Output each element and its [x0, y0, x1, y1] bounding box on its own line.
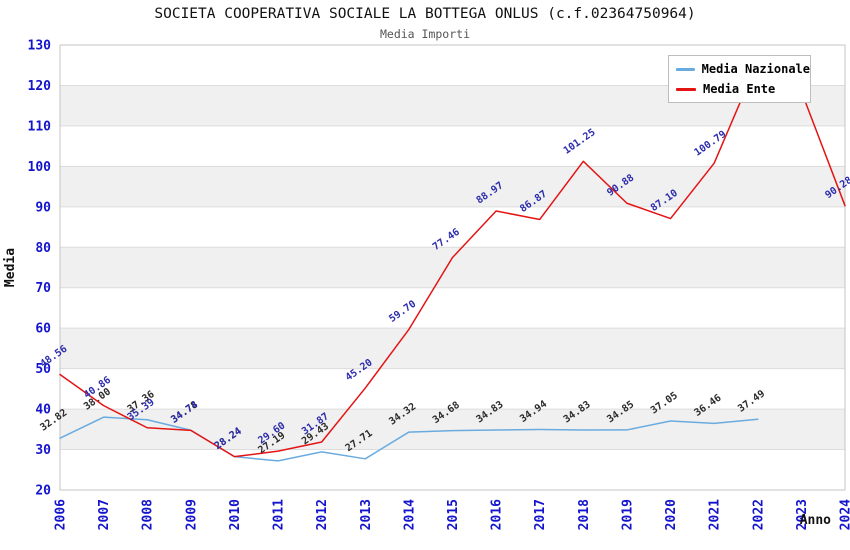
- y-tick-label: 120: [28, 79, 52, 94]
- chart-legend: Media Nazionale Media Ente: [668, 55, 811, 103]
- plot-band: [60, 328, 845, 369]
- x-tick-label: 2015: [446, 499, 461, 530]
- x-tick-label: 2016: [490, 499, 505, 530]
- y-tick-label: 40: [35, 403, 51, 418]
- x-tick-label: 2022: [751, 499, 766, 530]
- y-tick-label: 30: [35, 443, 51, 458]
- x-axis-title: Anno: [800, 513, 831, 528]
- y-tick-label: 130: [28, 39, 52, 54]
- media-nazionale-line: [59, 416, 759, 462]
- legend-item-media-nazionale: Media Nazionale: [676, 60, 810, 78]
- x-tick-label: 2018: [577, 499, 592, 530]
- media-ente-line-swatch: [676, 87, 696, 91]
- legend-label-media-ente: Media Ente: [703, 82, 776, 96]
- media-ente-line: [59, 60, 846, 458]
- y-tick-label: 70: [35, 281, 51, 296]
- plot-frame: [59, 44, 846, 491]
- plot-band: [60, 409, 845, 450]
- x-tick-label: 2017: [533, 499, 548, 530]
- x-tick-label: 2007: [97, 499, 112, 530]
- x-tick-label: 2014: [402, 499, 417, 530]
- x-tick-label: 2008: [141, 499, 156, 530]
- x-tick-label: 2023: [795, 499, 810, 530]
- x-tick-label: 2019: [620, 499, 635, 530]
- x-tick-label: 2024: [839, 499, 850, 530]
- plot-band: [60, 166, 845, 207]
- y-tick-label: 80: [35, 241, 51, 256]
- x-tick-label: 2021: [708, 499, 723, 530]
- y-tick-label: 110: [28, 119, 52, 134]
- y-tick-label: 20: [35, 484, 51, 499]
- x-tick-label: 2011: [272, 499, 287, 530]
- y-tick-label: 50: [35, 362, 51, 377]
- x-tick-label: 2012: [315, 499, 330, 530]
- chart-subtitle: Media Importi: [379, 27, 470, 41]
- chart-title: SOCIETA COOPERATIVA SOCIALE LA BOTTEGA O…: [154, 6, 696, 22]
- y-tick-label: 90: [35, 200, 51, 215]
- plot-band: [60, 247, 845, 288]
- y-axis-title: Media: [3, 248, 18, 287]
- x-tick-label: 2010: [228, 499, 243, 530]
- legend-item-media-ente: Media Ente: [676, 80, 810, 98]
- y-tick-label: 60: [35, 322, 51, 337]
- x-tick-label: 2020: [664, 499, 679, 530]
- legend-label-media-nazionale: Media Nazionale: [701, 62, 810, 76]
- x-tick-label: 2013: [359, 499, 374, 530]
- media-ente-value-label: 101.25: [562, 127, 598, 157]
- y-tick-label: 100: [28, 160, 52, 175]
- x-tick-label: 2009: [184, 499, 199, 530]
- x-tick-label: 2006: [54, 499, 69, 530]
- media-nazionale-line-swatch: [676, 67, 695, 71]
